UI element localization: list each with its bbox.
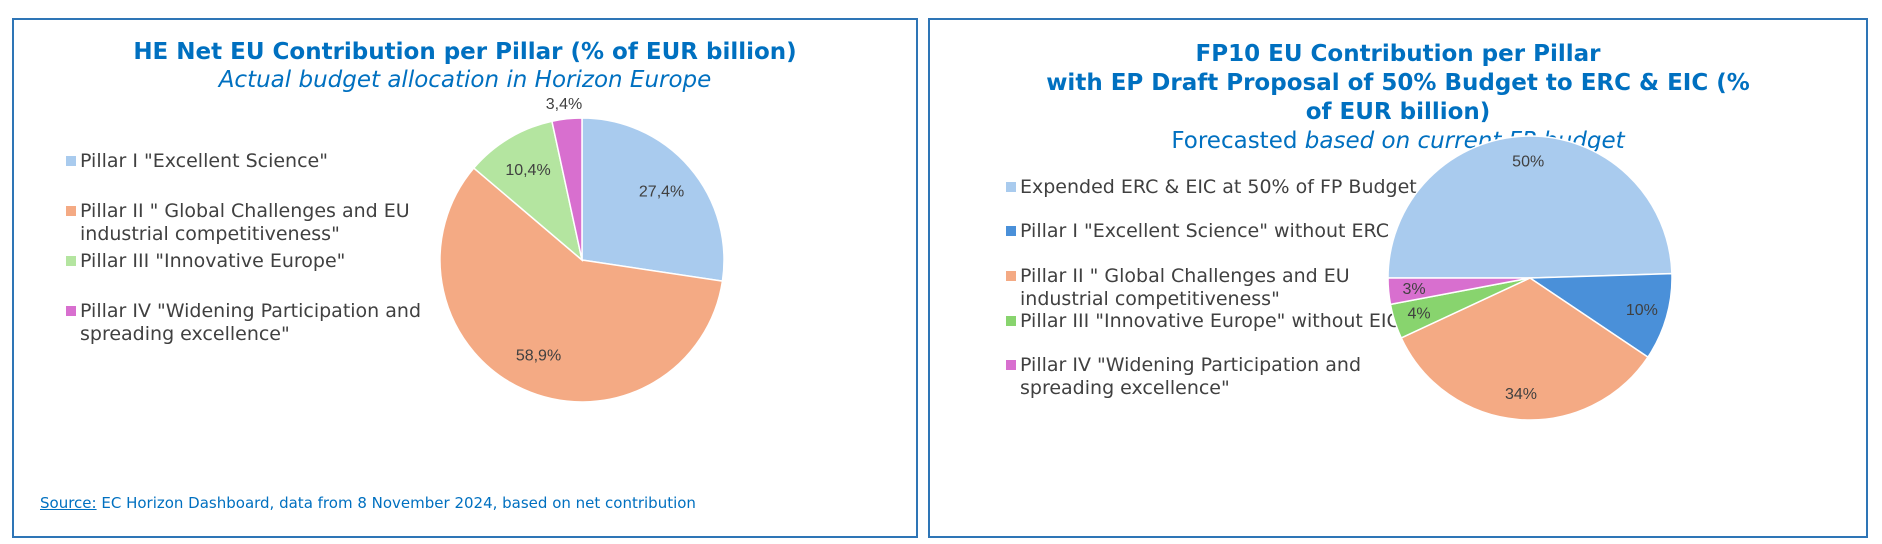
legend-entry: Pillar IV "Widening Participation and spr… (66, 300, 500, 346)
fp10-chart-title-line-3: of EUR billion) (1305, 99, 1491, 125)
source-text: EC Horizon Dashboard, data from 8 Novemb… (96, 494, 696, 512)
he-chart-panel: HE Net EU Contribution per Pillar (% of … (12, 18, 918, 538)
fp10-chart-panel: FP10 EU Contribution per Pillar with EP … (928, 18, 1868, 538)
legend-label: Pillar II " Global Challenges and EU (80, 200, 410, 222)
he-chart-title: HE Net EU Contribution per Pillar (% of … (133, 39, 797, 65)
legend-label-continued: industrial competitiveness" (1020, 288, 1280, 310)
legend-swatch (1006, 271, 1016, 281)
legend-swatch (1006, 360, 1016, 370)
fp10-subtitle-plain: Forecasted (1171, 128, 1305, 154)
legend-swatch (1006, 182, 1016, 192)
legend-swatch (1006, 226, 1016, 236)
legend-label-continued: spreading excellence" (80, 323, 290, 345)
pie-slice-label: 3% (1403, 281, 1426, 298)
legend-swatch (66, 256, 76, 266)
legend-swatch (66, 306, 76, 316)
legend-label: Expended ERC & EIC at 50% of FP Budget (1020, 176, 1417, 198)
legend-entry: Pillar III "Innovative Europe" (66, 250, 500, 273)
pie-slice (472, 120, 584, 263)
fp10-pie-chart: 50% 10% 34% 4% 3% (1387, 135, 1673, 421)
legend-entry: Pillar I "Excellent Science" (66, 150, 500, 173)
legend-label-continued: industrial competitiveness" (80, 223, 340, 245)
pie-slice-label: 3,4% (546, 96, 582, 113)
legend-swatch (66, 156, 76, 166)
he-chart-subtitle: Actual budget allocation in Horizon Euro… (218, 67, 712, 93)
legend-label: Pillar I "Excellent Science" without ERC (1020, 220, 1390, 242)
fp10-chart-title-line-1: FP10 EU Contribution per Pillar (1195, 41, 1601, 67)
legend-swatch (1006, 316, 1016, 326)
legend-label: Pillar II " Global Challenges and EU (1020, 265, 1350, 287)
pie-slice-label: 50% (1512, 154, 1544, 171)
pie-slice-label: 10,4% (505, 162, 550, 179)
pie-slice-label: 10% (1626, 302, 1658, 319)
legend-entry: Pillar II " Global Challenges and EU indu… (66, 200, 500, 246)
legend-entry: Expended ERC & EIC at 50% of FP Budget (1006, 176, 1440, 199)
legend-entry: Pillar I "Excellent Science" without ERC (1006, 220, 1440, 243)
legend-label: Pillar III "Innovative Europe" (80, 250, 346, 272)
pie-slice (551, 117, 583, 261)
legend-label: Pillar IV "Widening Participation and (1020, 354, 1362, 376)
fp10-chart-subtitle: Forecasted based on current FP budget (930, 127, 1866, 156)
legend-label: Pillar III "Innovative Europe" without E… (1020, 310, 1400, 332)
pie-slice-label: 58,9% (516, 348, 561, 365)
legend-label-continued: spreading excellence" (1020, 377, 1230, 399)
pie-slice-label: 4% (1408, 306, 1431, 323)
pie-slice (1400, 277, 1649, 421)
pie-slice (581, 117, 725, 282)
fp10-chart-title-line-2: with EP Draft Proposal of 50% Budget to … (1046, 70, 1750, 96)
pie-slice (439, 166, 724, 403)
he-pie-chart: 27,4% 58,9% 10,4% 3,4% (439, 96, 725, 403)
source-note: Source: EC Horizon Dashboard, data from … (40, 494, 696, 512)
pie-slice (1387, 135, 1673, 279)
legend-label: Pillar I "Excellent Science" (80, 150, 328, 172)
legend-swatch (66, 206, 76, 216)
pie-slice (1527, 272, 1673, 359)
legend-entry: Pillar III "Innovative Europe" without E… (1006, 310, 1440, 333)
legend-entry: Pillar II " Global Challenges and EU indu… (1006, 265, 1440, 311)
pie-slice (1387, 277, 1531, 306)
pie-slice-label: 27,4% (639, 183, 684, 200)
legend-entry: Pillar IV "Widening Participation and spr… (1006, 354, 1440, 400)
pie-slice-label: 34% (1505, 386, 1537, 403)
legend-label: Pillar IV "Widening Participation and (80, 300, 422, 322)
source-link[interactable]: Source: (40, 494, 97, 512)
